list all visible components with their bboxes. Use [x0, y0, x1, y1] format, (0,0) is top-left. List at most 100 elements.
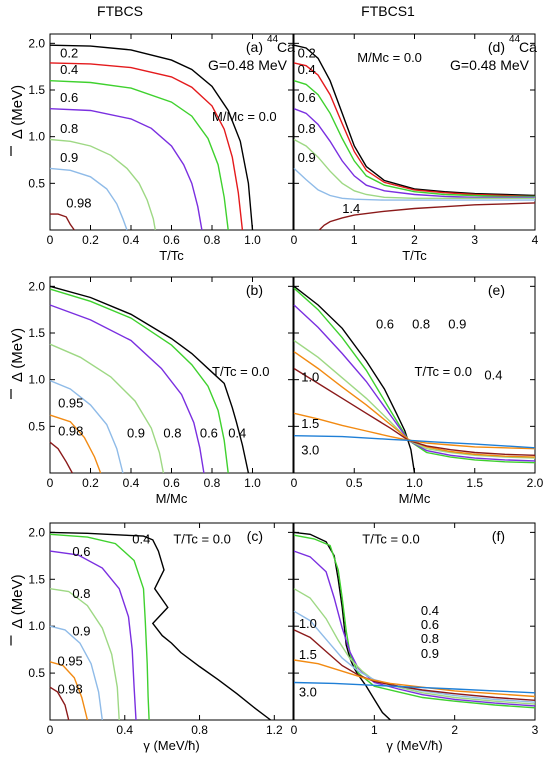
x-tick-label: 1.2 [266, 723, 283, 737]
series-line-0.9 [49, 625, 103, 721]
series-line-0.0 [293, 44, 536, 197]
y-tick-label: 2.0 [28, 279, 45, 293]
curve-label: 0.4 [421, 603, 439, 618]
curve-label: 0.2 [60, 45, 78, 60]
series-line-1.0 [293, 629, 536, 701]
series-line-0.0 [49, 285, 250, 474]
x-tick-label: 3 [471, 233, 478, 247]
curve-label: M/Mc = 0.0 [212, 109, 277, 124]
curve-label: 0.8 [421, 631, 439, 646]
curve-label: 1.4 [342, 201, 360, 216]
series-line-0.95 [49, 661, 89, 721]
x-axis-label: M/Mc [399, 491, 431, 506]
x-tick-label: 0 [47, 233, 54, 247]
panel-label: (a) [246, 39, 263, 55]
series-line-0.0 [49, 44, 254, 231]
x-axis-label: T/Tc [402, 248, 427, 263]
x-axis-label: M/Mc [156, 491, 188, 506]
curve-label: M/Mc = 0.0 [357, 50, 422, 65]
x-tick-label: 0.8 [191, 723, 208, 737]
curve-label: 0.9 [72, 624, 90, 639]
curve-label: 0.4 [228, 426, 246, 441]
curve-label: 0.98 [58, 424, 83, 439]
x-tick-label: 2 [451, 723, 458, 737]
y-tick-label: 2.0 [28, 525, 45, 539]
curve-label: 0.9 [421, 646, 439, 661]
curve-label: 0.6 [298, 90, 316, 105]
x-tick-label: 0.4 [123, 476, 140, 490]
series-line-3.0 [293, 681, 536, 694]
panel-b: 0 0.2 0.4 0.6 0.8 1.0 0.5 1.0 1.5 2.0 M/Mc Δ (MeV) T… [9, 276, 294, 506]
x-tick-label: 0.8 [204, 476, 221, 490]
series-line-0.6 [49, 304, 205, 474]
x-axis-label: γ (MeV/ħ) [143, 738, 199, 753]
series-line-0.8 [49, 343, 165, 474]
header-left: FTBCS [97, 3, 143, 19]
x-tick-label: 0.2 [82, 233, 99, 247]
series-line-1.4 [318, 202, 536, 231]
curve-label: 0.6 [421, 617, 439, 632]
panel-c: 0 0.4 0.8 1.2 0.5 1.0 1.5 2.0 γ (MeV/ħ) Δ (MeV) T/… [9, 522, 294, 753]
x-tick-label: 1.0 [244, 233, 261, 247]
panel-label: (e) [488, 282, 505, 298]
x-tick-label: 0.4 [116, 723, 133, 737]
curve-label: 0.6 [72, 544, 90, 559]
x-axis-label: γ (MeV/ħ) [386, 738, 442, 753]
series-line-0.9 [49, 167, 128, 231]
nucleus-symbol: Ca [519, 39, 537, 55]
x-tick-label: 1 [351, 233, 358, 247]
y-tick-label: 0.5 [28, 666, 45, 680]
curve-label: 0.9 [298, 150, 316, 165]
x-tick-label: 3 [532, 723, 539, 737]
panel-frame [293, 522, 536, 721]
y-tick-label: 1.5 [28, 83, 45, 97]
x-tick-label: 0 [291, 233, 298, 247]
series-line-0.2 [49, 62, 244, 231]
curve-label: 0.8 [298, 121, 316, 136]
curve-label: 0.4 [298, 62, 316, 77]
panel-label: (d) [488, 39, 505, 55]
x-tick-label: 0 [291, 723, 298, 737]
curve-label: 0.4 [132, 532, 150, 547]
panel-e: 0 0.5 1.0 1.5 2.0 M/Mc 0.6 0.8 0.9 T/Tc = 0.0 0.4 1… [291, 276, 544, 506]
x-tick-label: 4 [532, 233, 539, 247]
y-tick-label: 1.5 [28, 572, 45, 586]
curve-label: 1.5 [299, 647, 317, 662]
series-line-0.95 [49, 414, 102, 474]
series-line-1.5 [293, 659, 536, 698]
panel-label: (b) [246, 282, 263, 298]
curve-label: 0.98 [66, 196, 91, 211]
series-line-0.9 [49, 379, 124, 474]
series-line-0.98 [49, 441, 73, 474]
y-axis-label: Δ (MeV) [9, 328, 26, 382]
curve-label: 0.8 [412, 316, 430, 331]
x-tick-label: 0 [47, 723, 54, 737]
coupling-label: G=0.48 MeV [208, 57, 288, 73]
y-axis-label: Δ (MeV) [9, 574, 26, 628]
panel-frame [49, 522, 294, 721]
curve-label: T/Tc = 0.0 [212, 364, 269, 379]
panel-label: (f) [492, 528, 505, 544]
series-line-0.9 [293, 167, 535, 201]
curve-label: 0.8 [163, 426, 181, 441]
curve-label: 0.8 [72, 586, 90, 601]
curve-label: 0.9 [448, 316, 466, 331]
y-tick-label: 0.5 [28, 176, 45, 190]
y-tick-label: 0.5 [28, 419, 45, 433]
y-tick-label: 1.0 [28, 619, 45, 633]
x-tick-label: 0.5 [346, 476, 363, 490]
series-line-0.6 [293, 108, 535, 198]
panel-d: 0 1 2 3 4 T/Tc 0.2 0.4 0.6 0.8 0.9 1.4 M/Mc = 0.0 (d)… [291, 33, 539, 263]
series-line-0.98 [49, 686, 70, 721]
x-tick-label: 0.8 [204, 233, 221, 247]
series-line-0.4 [293, 80, 535, 198]
curve-label: 0.95 [57, 654, 82, 669]
panel-a: 0 0.2 0.4 0.6 0.8 1.0 0.5 1.0 1.5 2.0 T/Tc Δ (MeV) 0… [9, 33, 295, 263]
series-line-0.8 [293, 138, 535, 199]
x-tick-label: 1.0 [406, 476, 423, 490]
series-line-0.0 [49, 531, 272, 721]
nucleus-symbol: Ca [277, 39, 295, 55]
series-line-0.8 [49, 138, 156, 231]
series-line-0.8 [49, 588, 120, 721]
